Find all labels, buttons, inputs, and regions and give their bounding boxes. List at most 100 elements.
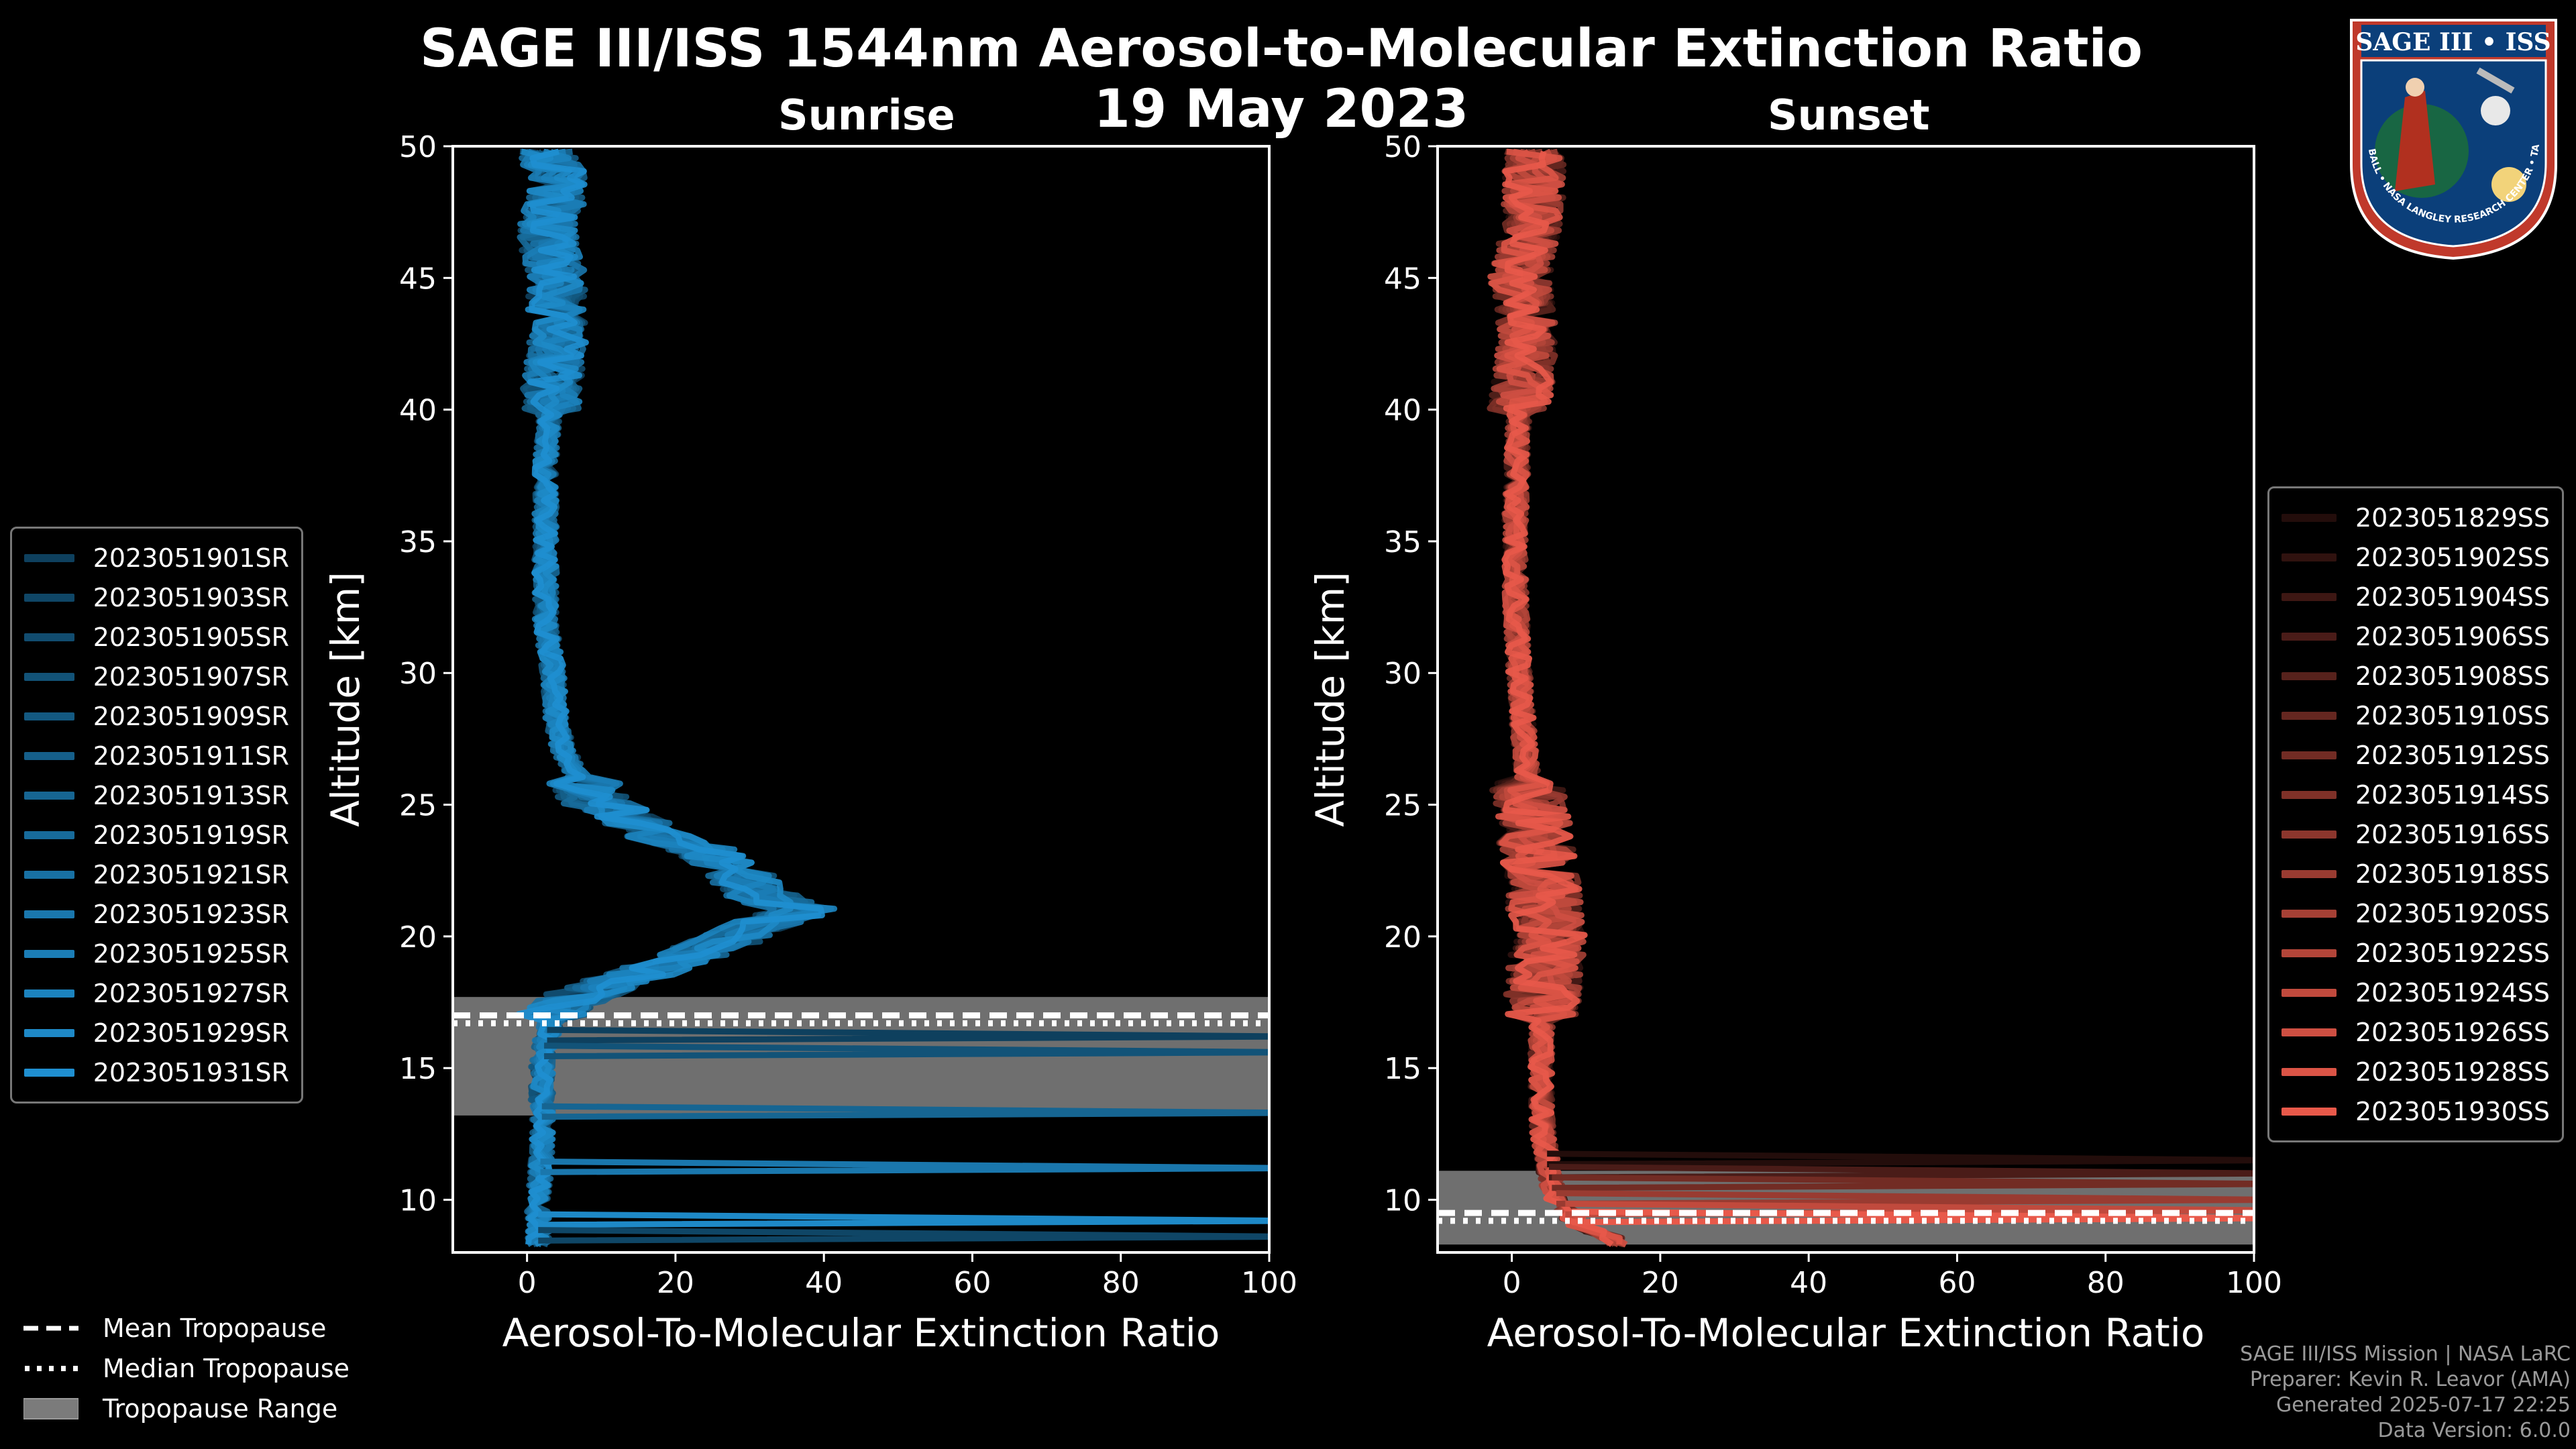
- sunrise-y-tick-label: 20: [399, 920, 437, 955]
- dotted-line-icon: [25, 1366, 78, 1371]
- sunset-legend-item: 2023051920SS: [2282, 894, 2550, 933]
- sunrise-panel-title: Sunrise: [778, 91, 955, 140]
- sunrise-x-tick-label: 60: [953, 1266, 991, 1300]
- range-box-icon: [23, 1398, 78, 1419]
- sunrise-spike-line: [538, 1211, 1269, 1228]
- sunset-x-tick-label: 40: [1790, 1266, 1827, 1300]
- sunset-legend-swatch: [2282, 672, 2337, 680]
- sunrise-legend-label: 2023051921SR: [93, 859, 289, 890]
- sunrise-series-line-2023051931SR: [515, 148, 825, 1245]
- sunset-legend-swatch: [2282, 553, 2337, 561]
- sunset-series-group: [1487, 148, 2254, 1248]
- sunrise-x-tick-label: 100: [1241, 1266, 1297, 1300]
- sunrise-plot-frame: [451, 145, 1271, 1254]
- sunrise-legend-label: 2023051931SR: [93, 1057, 289, 1087]
- sunset-y-tick-label: 25: [1384, 789, 1421, 823]
- sunrise-legend-item: 2023051911SR: [24, 736, 289, 775]
- sunset-legend-label: 2023051916SS: [2355, 819, 2550, 849]
- sunset-legend-label: 2023051910SS: [2355, 700, 2550, 731]
- legend-mean-label: Mean Tropopause: [103, 1313, 327, 1343]
- sunset-legend-label: 2023051920SS: [2355, 898, 2550, 928]
- sunrise-legend-label: 2023051923SR: [93, 899, 289, 929]
- legend-mean-tropopause: Mean Tropopause: [23, 1308, 350, 1348]
- sunset-legend-label: 2023051930SS: [2355, 1096, 2550, 1126]
- legend-median-tropopause: Median Tropopause: [23, 1348, 350, 1389]
- sunset-legend-item: 2023051829SS: [2282, 498, 2550, 537]
- sunrise-legend-swatch: [24, 949, 74, 958]
- sunrise-y-tick-label: 10: [399, 1183, 437, 1218]
- sunset-legend-swatch: [2282, 751, 2337, 759]
- sunset-spike-line: [1548, 1163, 2254, 1181]
- sunrise-y-tick-label: 25: [399, 789, 437, 823]
- sunset-legend-label: 2023051902SS: [2355, 542, 2550, 572]
- sunrise-legend-swatch: [24, 633, 74, 641]
- legend-tropopause-range: Tropopause Range: [23, 1389, 350, 1429]
- sunset-series-line-2023051930SS: [1500, 150, 1614, 1247]
- sunrise-legend-label: 2023051907SR: [93, 661, 289, 692]
- sunset-y-axis-label: Altitude [km]: [1307, 572, 1353, 826]
- sunset-legend-item: 2023051930SS: [2282, 1091, 2550, 1131]
- sunrise-legend-label: 2023051905SR: [93, 622, 289, 652]
- sunset-legend-label: 2023051918SS: [2355, 859, 2550, 889]
- sunset-y-tick-label: 15: [1384, 1052, 1421, 1086]
- sunrise-legend-swatch: [24, 553, 74, 562]
- sunrise-legend-item: 2023051927SR: [24, 973, 289, 1013]
- sunrise-legend-item: 2023051903SR: [24, 578, 289, 617]
- sunset-legend-item: 2023051928SS: [2282, 1052, 2550, 1091]
- sunset-legend-label: 2023051926SS: [2355, 1017, 2550, 1047]
- sunrise-legend-swatch: [24, 989, 74, 998]
- sunrise-legend-item: 2023051923SR: [24, 894, 289, 934]
- sunset-y-tick-label: 45: [1384, 262, 1421, 296]
- sunrise-spike-line: [541, 1103, 1269, 1120]
- sunset-legend-swatch: [2282, 1028, 2337, 1036]
- sunset-legend-item: 2023051906SS: [2282, 616, 2550, 656]
- sunset-y-tick-label: 40: [1384, 394, 1421, 428]
- sunrise-legend-swatch: [24, 791, 74, 800]
- sunset-legend-item: 2023051904SS: [2282, 577, 2550, 616]
- sunrise-legend-swatch: [24, 910, 74, 918]
- sunset-spike-line: [1552, 1174, 2254, 1191]
- sunset-legend-label: 2023051914SS: [2355, 780, 2550, 810]
- sunset-spike-line: [1556, 1190, 2254, 1207]
- sunset-panel-title: Sunset: [1768, 91, 1930, 140]
- sunset-legend-swatch: [2282, 869, 2337, 878]
- sunset-y-tick-label: 35: [1384, 525, 1421, 559]
- sunrise-spike-line: [547, 1026, 1269, 1044]
- sunset-y-tick-label: 50: [1384, 130, 1421, 164]
- sunset-legend-label: 2023051906SS: [2355, 621, 2550, 651]
- sunrise-spike-line: [544, 1042, 1269, 1059]
- sunrise-legend-item: 2023051925SR: [24, 934, 289, 973]
- footer-mission: SAGE III/ISS Mission | NASA LaRC: [2240, 1342, 2571, 1366]
- sunset-x-tick-label: 60: [1938, 1266, 1976, 1300]
- sunrise-x-tick-label: 20: [657, 1266, 694, 1300]
- sunset-legend-swatch: [2282, 513, 2337, 522]
- sunrise-y-tick-label: 45: [399, 262, 437, 296]
- sunset-x-tick-label: 0: [1503, 1266, 1521, 1300]
- sunrise-legend-item: 2023051929SR: [24, 1013, 289, 1053]
- sunset-legend-swatch: [2282, 632, 2337, 641]
- footer-generated: Generated 2025-07-17 22:25: [2275, 1393, 2571, 1417]
- sunrise-y-tick-label: 40: [399, 394, 437, 428]
- sunrise-legend-label: 2023051913SR: [93, 780, 289, 810]
- sunrise-y-tick-label: 15: [399, 1052, 437, 1086]
- sunset-y-tick-label: 20: [1384, 920, 1421, 955]
- sunset-legend-swatch: [2282, 909, 2337, 918]
- sunrise-legend: 2023051901SR 2023051903SR 2023051905SR 2023…: [10, 527, 303, 1104]
- sunset-legend-label: 2023051829SS: [2355, 502, 2550, 533]
- sunset-legend-item: 2023051918SS: [2282, 854, 2550, 894]
- sunrise-x-axis-label: Aerosol-To-Molecular Extinction Ratio: [502, 1310, 1220, 1356]
- sunset-legend-item: 2023051924SS: [2282, 973, 2550, 1012]
- sunrise-legend-swatch: [24, 672, 74, 681]
- page-title: SAGE III/ISS 1544nm Aerosol-to-Molecular…: [420, 19, 2143, 79]
- sunrise-legend-label: 2023051903SR: [93, 582, 289, 612]
- date-title: 19 May 2023: [1093, 79, 1469, 140]
- sunrise-legend-label: 2023051901SR: [93, 543, 289, 573]
- sunrise-legend-swatch: [24, 1028, 74, 1037]
- sunset-y-tick-label: 30: [1384, 657, 1421, 691]
- sunset-legend-label: 2023051904SS: [2355, 582, 2550, 612]
- sunrise-legend-item: 2023051921SR: [24, 855, 289, 894]
- legend-median-label: Median Tropopause: [103, 1354, 350, 1383]
- sunset-x-tick-label: 100: [2226, 1266, 2282, 1300]
- sunrise-legend-label: 2023051919SR: [93, 820, 289, 850]
